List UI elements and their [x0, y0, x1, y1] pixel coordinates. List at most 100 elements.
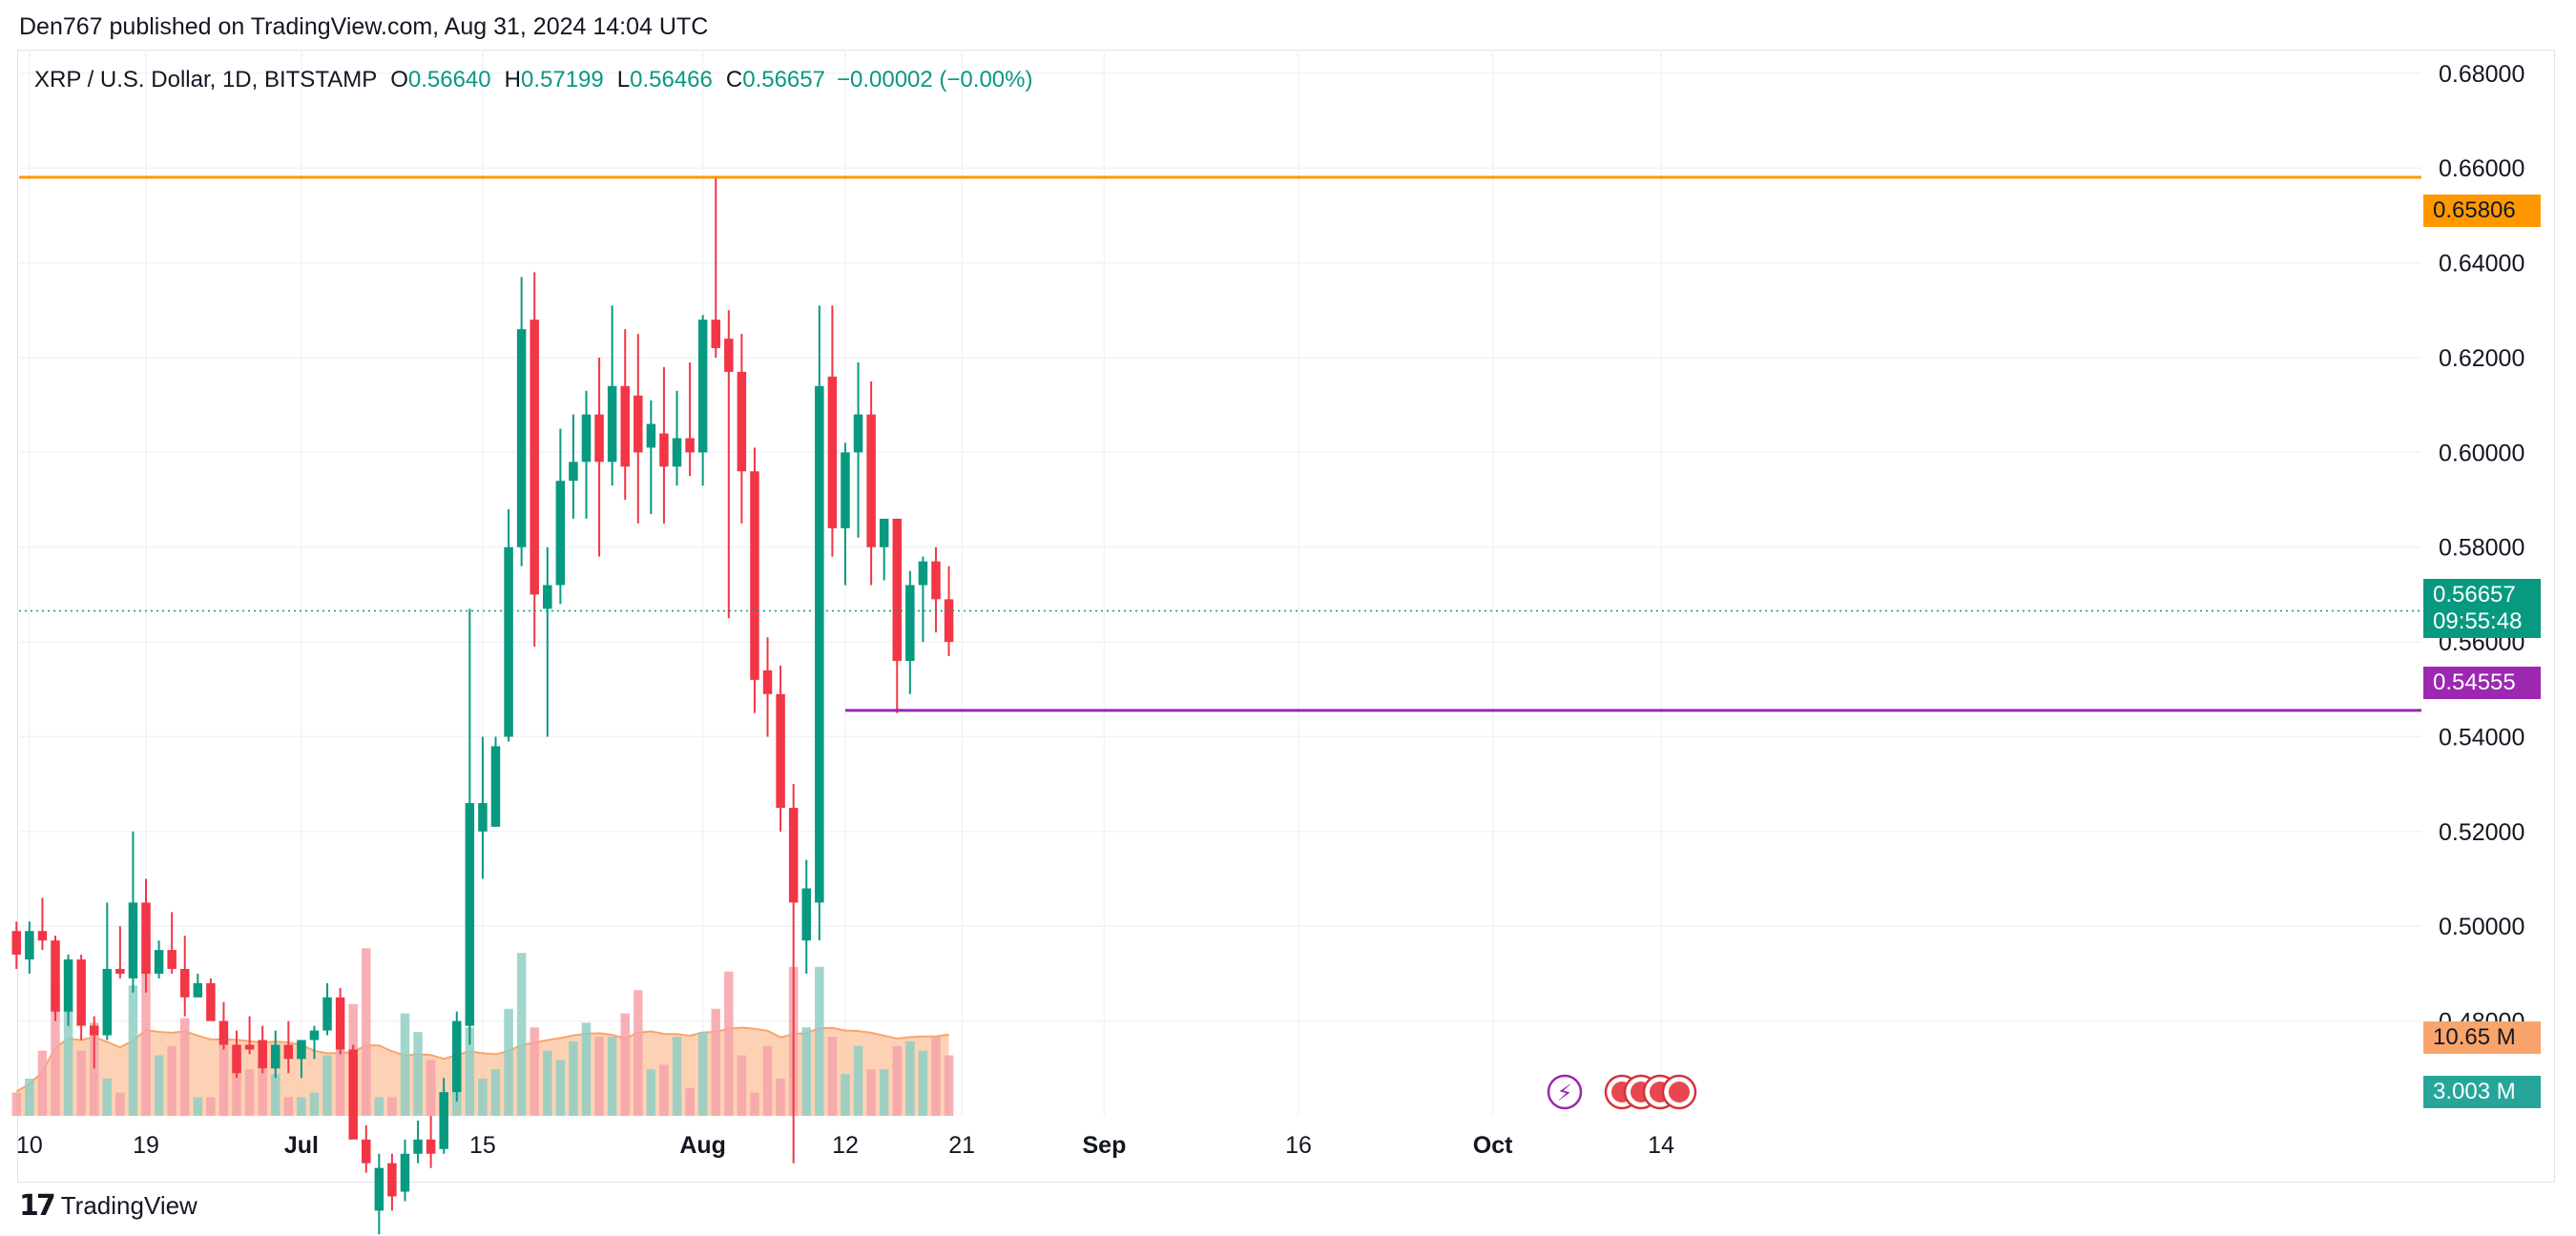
volume-bar	[322, 1055, 332, 1116]
candle-body	[581, 414, 592, 463]
volume-bar	[11, 1092, 22, 1116]
volume-bar	[193, 1097, 203, 1116]
volume-bar	[685, 1087, 695, 1116]
candle-body	[179, 968, 190, 998]
legend-high-label: H	[504, 67, 521, 93]
candle-body	[465, 803, 475, 1026]
lightning-event-icon[interactable]	[1547, 1074, 1583, 1110]
candle-body	[750, 471, 759, 680]
candle-body	[634, 395, 643, 453]
candle-body	[387, 1163, 397, 1197]
candle-body	[490, 746, 501, 827]
chart-legend: XRP / U.S. Dollar, 1D, BITSTAMP O0.56640 H…	[34, 67, 1032, 93]
candle-body	[115, 968, 125, 974]
volume-bar	[866, 1069, 876, 1116]
candle-body	[413, 1139, 423, 1154]
volume-bar	[750, 1092, 759, 1116]
volume-ma-tag: 10.65 M	[2423, 1021, 2541, 1054]
x-tick-label: 15	[469, 1132, 496, 1159]
candle-body	[244, 1044, 255, 1050]
candle-body	[762, 670, 773, 694]
candle-body	[309, 1030, 320, 1040]
y-tick-label: 0.54000	[2439, 724, 2524, 751]
x-tick-label: Aug	[679, 1132, 726, 1159]
x-tick-label: 21	[948, 1132, 975, 1159]
x-tick-label: 16	[1285, 1132, 1312, 1159]
volume-bar	[776, 1078, 785, 1116]
volume-bar	[115, 1092, 125, 1116]
volume-bar	[555, 1060, 566, 1116]
candle-body	[193, 982, 203, 998]
volume-bar	[206, 1097, 216, 1116]
candle-body	[335, 997, 345, 1050]
y-tick-label: 0.62000	[2439, 345, 2524, 372]
volume-bar	[25, 1078, 34, 1116]
candle-body	[841, 452, 850, 528]
volume-bar	[63, 1008, 73, 1116]
candle-body	[218, 1020, 229, 1045]
candle-body	[530, 319, 539, 595]
volume-bar	[815, 966, 824, 1116]
volume-bar	[581, 1022, 592, 1116]
legend-close: 0.56657	[742, 67, 825, 93]
candle-body	[167, 950, 177, 969]
candle-body	[879, 518, 889, 547]
candle-body	[815, 385, 824, 903]
volume-bar	[569, 1040, 578, 1116]
candle-body	[362, 1139, 371, 1164]
candle-body	[555, 481, 566, 586]
candle-body	[478, 803, 488, 832]
x-tick-label: 12	[832, 1132, 859, 1159]
volume-bar	[841, 1074, 850, 1116]
candle-body	[63, 959, 73, 1012]
candle-body	[504, 546, 513, 737]
candle-body	[516, 329, 527, 547]
volume-bar	[167, 1045, 177, 1116]
volume-bar	[607, 1037, 617, 1116]
volume-bar	[879, 1069, 889, 1116]
volume-bar	[672, 1037, 682, 1116]
candle-body	[37, 931, 48, 941]
candle-body	[270, 1044, 280, 1069]
volume-bar	[258, 1069, 267, 1116]
candle-body	[283, 1044, 294, 1060]
resistance-price-tag: 0.65806	[2423, 195, 2541, 227]
volume-bar	[516, 953, 527, 1116]
y-tick-label: 0.60000	[2439, 440, 2524, 466]
candle-body	[76, 959, 86, 1026]
candle-body	[607, 385, 617, 463]
lightning-glyph-icon: ⚡	[1557, 1080, 1573, 1106]
tradingview-logo[interactable]: 𝟭𝟳 TradingView	[19, 1189, 197, 1223]
volume-bar	[634, 990, 643, 1116]
support-price-tag: 0.54555	[2423, 667, 2541, 699]
candle-body	[659, 433, 669, 467]
volume-bar	[335, 1045, 345, 1116]
candle-body	[25, 931, 34, 960]
candle-body	[697, 319, 708, 453]
volume-bar	[232, 1050, 241, 1116]
volume-bar	[530, 1027, 539, 1116]
candle-body	[11, 931, 22, 956]
legend-high: 0.57199	[520, 67, 604, 93]
candle-body	[931, 561, 941, 600]
legend-change: −0.00002 (−0.00%)	[836, 67, 1033, 93]
volume-bar	[270, 1074, 280, 1116]
volume-bar	[543, 1050, 552, 1116]
volume-bar	[801, 1027, 811, 1116]
legend-close-label: C	[725, 67, 743, 93]
volume-bar	[283, 1097, 294, 1116]
candle-body	[439, 1092, 448, 1149]
volume-tag: 3.003 M	[2423, 1076, 2541, 1108]
volume-bar	[724, 971, 734, 1116]
y-tick-label: 0.50000	[2439, 914, 2524, 940]
candle-body	[711, 319, 720, 349]
volume-bar	[620, 1013, 630, 1116]
candle-body	[646, 423, 656, 448]
legend-low-label: L	[616, 67, 631, 93]
volume-bar	[478, 1078, 488, 1116]
candle-body	[426, 1139, 436, 1154]
x-tick-label: 10	[16, 1132, 43, 1159]
candle-body	[543, 585, 552, 609]
candle-body	[944, 599, 954, 643]
